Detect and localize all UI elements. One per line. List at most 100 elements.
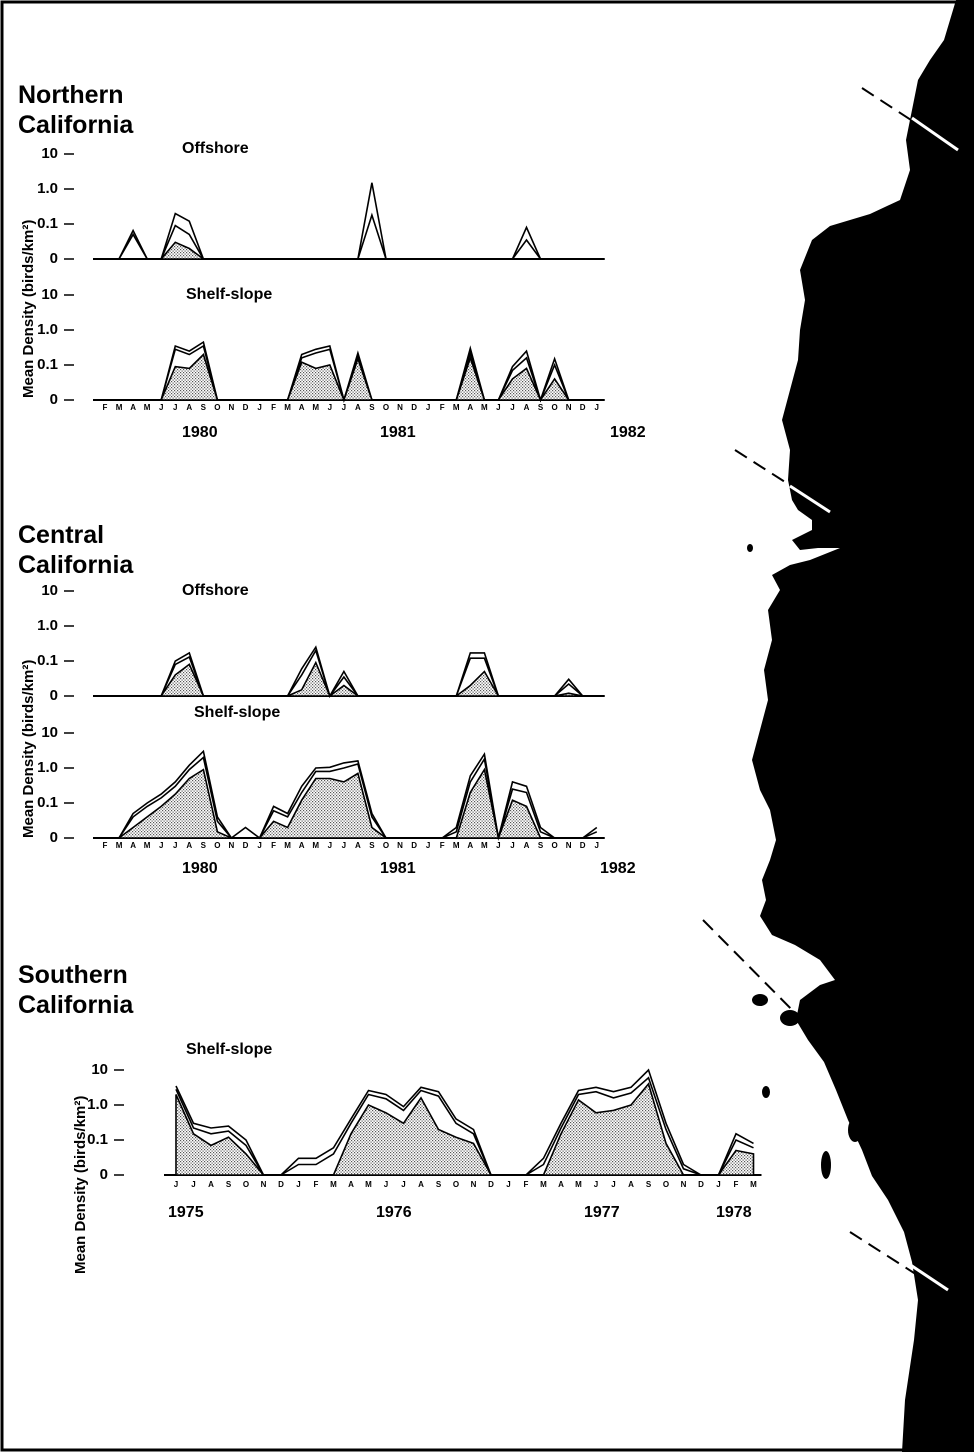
y-tick-label: 1.0	[37, 759, 58, 776]
x-tick-label: J	[716, 1180, 721, 1189]
land-mass	[752, 0, 974, 1452]
x-tick-label: J	[510, 841, 515, 850]
x-tick-label: S	[200, 841, 207, 850]
panel-title: Shelf-slope	[186, 286, 273, 303]
x-tick-label: A	[467, 841, 474, 850]
chart-2	[64, 590, 605, 699]
year-label: 1981	[380, 424, 416, 441]
region-title-northern: Northern California	[18, 81, 134, 139]
x-tick-label: J	[173, 841, 178, 850]
x-tick-label: J	[401, 1180, 406, 1189]
x-tick-label: A	[208, 1180, 214, 1189]
x-tick-label: M	[750, 1180, 757, 1189]
x-tick-label: O	[382, 841, 390, 850]
y-tick-label: 10	[41, 286, 58, 303]
y-tick-label: 10	[91, 1061, 108, 1078]
x-tick-label: M	[452, 403, 460, 412]
x-tick-label: J	[496, 403, 501, 412]
x-tick-label: A	[355, 841, 361, 850]
series-area-2	[105, 241, 597, 260]
x-tick-label: A	[186, 841, 193, 850]
x-tick-label: M	[365, 1180, 372, 1189]
y-tick-label: 0	[49, 829, 58, 846]
panel-title: Offshore	[182, 582, 249, 599]
x-tick-label: J	[173, 1180, 179, 1189]
x-tick-label: S	[537, 841, 544, 850]
year-label: 1975	[168, 1204, 204, 1221]
series-area-2	[105, 660, 597, 698]
x-tick-label: N	[228, 403, 235, 412]
x-tick-label: M	[312, 841, 320, 850]
x-tick-label: J	[425, 841, 431, 850]
x-tick-label: F	[102, 841, 108, 850]
x-tick-label: M	[284, 403, 291, 412]
series-line-0	[105, 749, 598, 840]
x-tick-label: D	[698, 1180, 704, 1189]
x-tick-label: J	[611, 1180, 616, 1189]
x-tick-label: J	[327, 403, 333, 412]
x-tick-label: M	[575, 1180, 582, 1189]
x-tick-label: J	[158, 403, 164, 412]
x-tick-label: J	[257, 841, 262, 850]
x-tick-label: M	[115, 841, 123, 850]
x-tick-label: D	[411, 841, 417, 850]
x-tick-label: O	[214, 403, 221, 412]
y-tick-label: 0	[49, 391, 58, 408]
x-tick-label: S	[225, 1180, 232, 1189]
x-tick-label: F	[523, 1180, 529, 1189]
chart-3	[64, 732, 605, 841]
y-tick-label: 0.1	[37, 652, 58, 669]
panel-title: Offshore	[182, 140, 249, 157]
y-tick-label: 1.0	[37, 180, 58, 197]
x-tick-label: J	[191, 1180, 196, 1189]
y-tick-label: 0.1	[37, 794, 58, 811]
x-tick-label: N	[565, 841, 572, 850]
x-tick-label: D	[579, 403, 586, 412]
x-tick-label: S	[369, 841, 375, 850]
x-tick-label: M	[452, 841, 460, 850]
x-tick-label: D	[488, 1180, 494, 1189]
x-tick-label: J	[296, 1180, 301, 1189]
x-tick-label: S	[369, 403, 375, 412]
x-tick-label: O	[382, 403, 390, 412]
x-tick-label: S	[200, 403, 207, 412]
x-tick-label: A	[130, 403, 136, 412]
year-label: 1980	[182, 860, 218, 877]
x-tick-label: O	[551, 841, 558, 850]
y-tick-label: 1.0	[37, 321, 58, 338]
y-tick-label: 10	[41, 724, 58, 741]
y-tick-label: 0	[99, 1166, 108, 1183]
year-label: 1978	[716, 1204, 752, 1221]
panel-title: Shelf-slope	[186, 1041, 273, 1058]
x-tick-label: M	[330, 1180, 337, 1189]
x-tick-label: J	[510, 403, 515, 412]
x-tick-label: J	[425, 403, 431, 412]
x-tick-label: F	[439, 841, 445, 850]
y-tick-label: 1.0	[37, 617, 58, 634]
y-tick-label: 0	[49, 687, 58, 704]
x-tick-label: F	[271, 841, 277, 850]
x-tick-label: A	[298, 841, 305, 850]
x-tick-label: O	[214, 841, 221, 850]
series-line-1	[105, 756, 598, 839]
x-tick-label: A	[186, 403, 193, 412]
x-tick-label: A	[467, 403, 474, 412]
x-tick-label: J	[173, 403, 178, 412]
series-area-2	[175, 1082, 755, 1176]
x-tick-label: F	[271, 403, 277, 412]
x-tick-label: D	[242, 403, 249, 412]
x-tick-label: D	[242, 841, 249, 850]
year-label: 1982	[610, 424, 646, 441]
y-tick-label: 0.1	[37, 356, 58, 373]
x-tick-label: O	[662, 1180, 670, 1189]
x-tick-label: J	[594, 403, 599, 412]
x-tick-label: O	[242, 1180, 250, 1189]
x-tick-label: A	[298, 403, 305, 412]
year-label: 1982	[600, 860, 636, 877]
x-tick-label: M	[284, 841, 291, 850]
x-tick-label: N	[680, 1180, 687, 1189]
x-tick-label: N	[397, 841, 403, 850]
region-title-central: Central California	[18, 521, 134, 579]
